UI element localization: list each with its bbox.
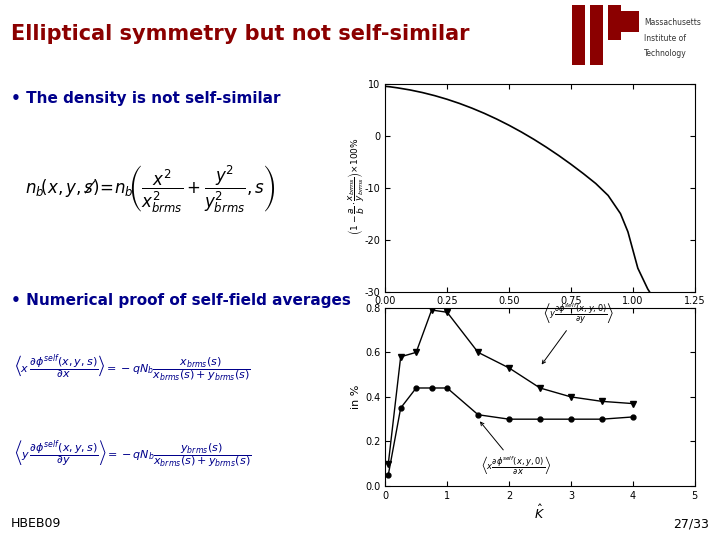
X-axis label: $\hat{K}$: $\hat{K}$ (534, 504, 546, 522)
Text: Technology: Technology (644, 49, 687, 58)
Text: $\left\langle x\,\dfrac{\partial\phi^{self}(x,y,s)}{\partial x}\right\rangle = -: $\left\langle x\,\dfrac{\partial\phi^{se… (14, 353, 251, 385)
Text: $\left\langle y\dfrac{\partial\phi^{self}(x,y,0)}{\partial y}\right\rangle$: $\left\langle y\dfrac{\partial\phi^{self… (542, 302, 615, 364)
X-axis label: $n_b^{contour}/n_{KV}(0,0,0)$: $n_b^{contour}/n_{KV}(0,0,0)$ (492, 310, 588, 327)
Text: Elliptical symmetry but not self-similar: Elliptical symmetry but not self-similar (11, 24, 469, 44)
Text: $\left\langle x\dfrac{\partial\phi^{self}(x,y,0)}{\partial x}\right\rangle$: $\left\langle x\dfrac{\partial\phi^{self… (480, 422, 552, 477)
FancyBboxPatch shape (572, 5, 585, 65)
Text: $\left(1 - \dfrac{a}{b}\cdot\dfrac{x_{brms}}{y_{brms}}\right)\!\times\!100\%$: $\left(1 - \dfrac{a}{b}\cdot\dfrac{x_{br… (346, 137, 366, 235)
FancyBboxPatch shape (608, 5, 621, 40)
Text: Institute of: Institute of (644, 33, 686, 43)
FancyBboxPatch shape (590, 5, 603, 65)
Text: Massachusetts: Massachusetts (644, 17, 701, 26)
Text: $\left\langle y\,\dfrac{\partial\phi^{self}(x,y,s)}{\partial y}\right\rangle = -: $\left\langle y\,\dfrac{\partial\phi^{se… (14, 439, 252, 470)
Text: • Numerical proof of self-field averages: • Numerical proof of self-field averages (11, 293, 351, 308)
Text: • The density is not self-similar: • The density is not self-similar (11, 91, 280, 106)
Y-axis label: in %: in % (351, 384, 361, 409)
Text: HBEB09: HBEB09 (11, 517, 61, 530)
Text: $n_b\!\left(x,y,s\right)\!\not=\!n_b\!\left(\dfrac{x^2}{x_{brms}^2}+\dfrac{y^2}{: $n_b\!\left(x,y,s\right)\!\not=\!n_b\!\l… (25, 164, 276, 215)
FancyBboxPatch shape (621, 10, 639, 31)
Text: 27/33: 27/33 (673, 517, 709, 530)
